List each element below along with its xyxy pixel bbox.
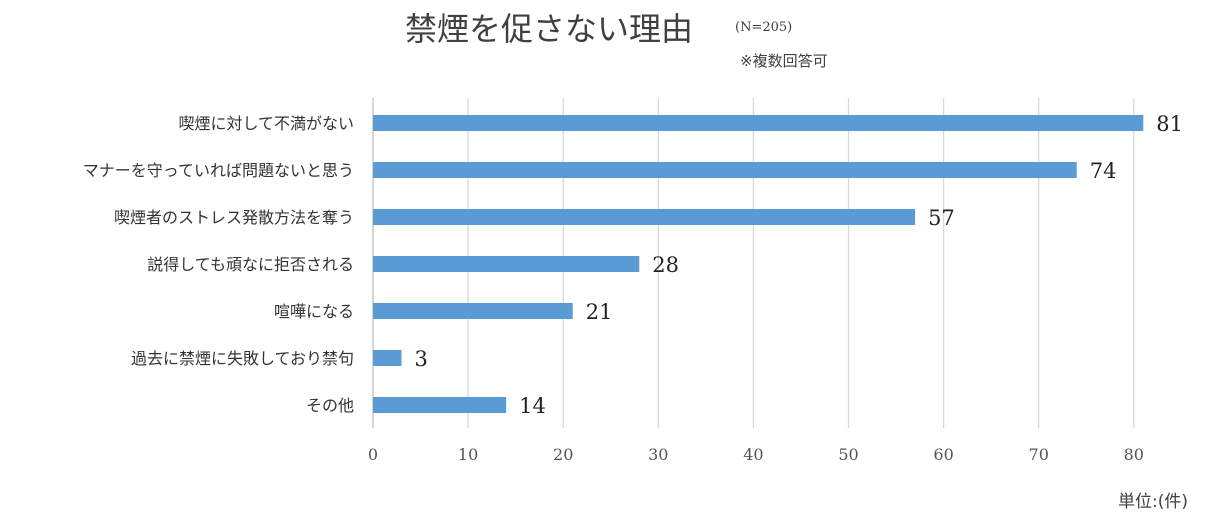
bar-5 [373, 350, 402, 366]
data-label-6: 14 [519, 394, 546, 418]
x-tick-10: 10 [458, 445, 478, 464]
chart-subtitle: (N=205) [735, 20, 793, 35]
category-label-0: 喫煙に対して不満がない [178, 114, 354, 133]
x-tick-40: 40 [743, 445, 763, 464]
data-label-1: 74 [1090, 159, 1117, 183]
data-labels: 81 74 57 28 21 3 14 [415, 112, 1184, 418]
bar-1 [373, 162, 1077, 178]
category-label-6: その他 [306, 396, 354, 415]
bar-4 [373, 303, 573, 319]
category-label-1: マナーを守っていれば問題ないと思う [83, 161, 354, 180]
data-label-2: 57 [928, 206, 955, 230]
data-label-0: 81 [1156, 112, 1183, 136]
bar-3 [373, 256, 640, 272]
category-label-5: 過去に禁煙に失敗しており禁句 [131, 349, 354, 368]
x-tick-labels: 0 10 20 30 40 50 60 70 80 [368, 445, 1144, 464]
x-tick-20: 20 [553, 445, 573, 464]
chart-note: ※複数回答可 [740, 52, 828, 70]
bar-6 [373, 397, 507, 413]
category-label-4: 喧嘩になる [274, 302, 354, 321]
x-tick-70: 70 [1029, 445, 1049, 464]
category-label-3: 説得しても頑なに拒否される [147, 255, 354, 274]
chart-title: 禁煙を促さない理由 [405, 4, 693, 50]
data-label-4: 21 [586, 300, 613, 324]
bars [373, 115, 1144, 413]
grid-lines [372, 98, 1135, 428]
bar-0 [373, 115, 1144, 131]
chart-title-text: 禁煙を促さない理由 [405, 10, 694, 48]
x-tick-30: 30 [648, 445, 668, 464]
x-tick-80: 80 [1124, 445, 1144, 464]
category-labels: 喫煙に対して不満がないマナーを守っていれば問題ないと思う喫煙者のストレス発散方法… [83, 114, 354, 415]
x-tick-50: 50 [838, 445, 858, 464]
data-label-5: 3 [415, 347, 428, 371]
category-label-2: 喫煙者のストレス発散方法を奪う [114, 208, 354, 227]
data-label-3: 28 [652, 253, 679, 277]
x-tick-60: 60 [933, 445, 953, 464]
unit-label: 単位:(件) [1118, 492, 1188, 512]
x-tick-0: 0 [368, 445, 378, 464]
bar-2 [373, 209, 916, 225]
